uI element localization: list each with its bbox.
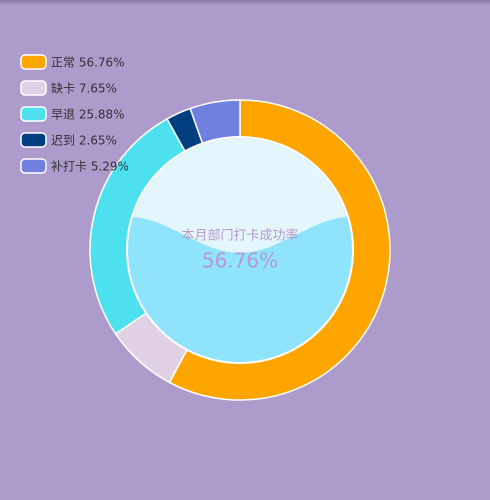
legend-swatch — [20, 158, 47, 174]
legend-label: 缺卡 7.65% — [51, 81, 117, 96]
liquid: 本月部门打卡成功率 56.76% — [126, 136, 354, 364]
center-value: 56.76% — [202, 249, 278, 273]
legend: 正常 56.76% 缺卡 7.65% 早退 25.88% 迟到 2.65% 补打卡 5.… — [20, 54, 129, 174]
liquid-border — [126, 136, 354, 364]
liquid-wave — [128, 216, 352, 362]
legend-label: 补打卡 5.29% — [51, 160, 129, 174]
legend-label: 早退 25.88% — [51, 108, 125, 122]
legend-label: 迟到 2.65% — [51, 134, 117, 148]
legend-swatch — [20, 54, 47, 70]
legend-label: 正常 56.76% — [51, 56, 125, 70]
center-title: 本月部门打卡成功率 — [181, 228, 298, 244]
legend-swatch — [20, 80, 47, 96]
legend-swatch — [20, 132, 47, 148]
legend-swatch — [20, 106, 47, 122]
top-shade — [0, 0, 490, 6]
